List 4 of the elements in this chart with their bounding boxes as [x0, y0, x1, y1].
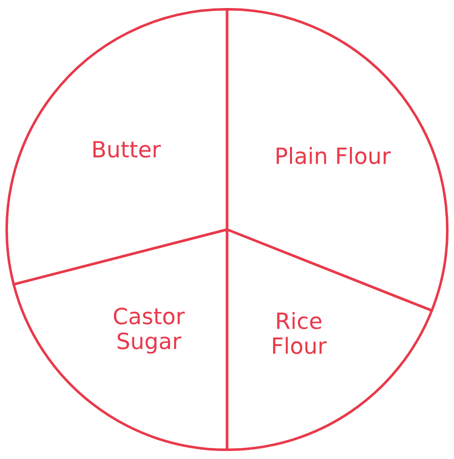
slice-label: Castor Sugar: [114, 308, 185, 354]
slice-label: Butter: [93, 141, 161, 158]
slice-label: Rice Flour: [273, 312, 327, 354]
slice-label: Plain Flour: [276, 146, 391, 164]
